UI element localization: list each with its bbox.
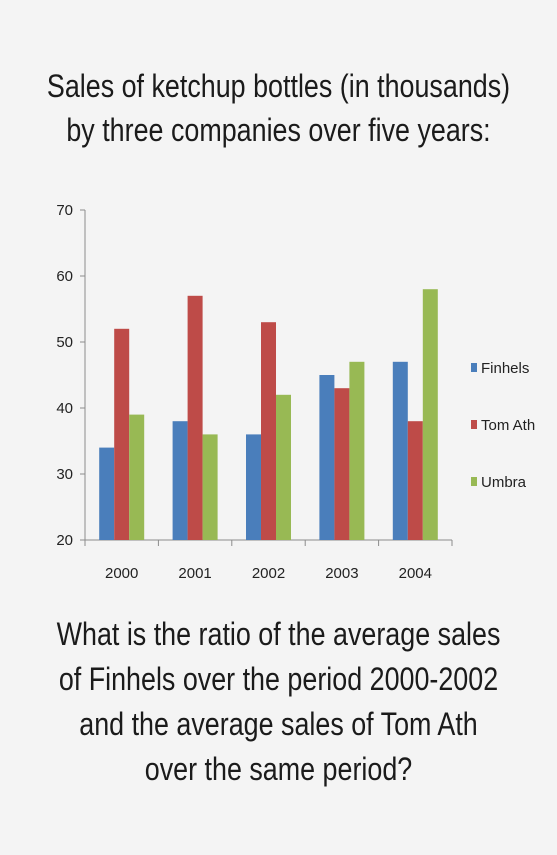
y-tick-label: 20 <box>56 532 73 549</box>
question-line-2: of Finhels over the period 2000-2002 <box>58 661 499 697</box>
x-tick-label: 2003 <box>325 565 358 582</box>
bar-tom-ath-2003 <box>334 388 350 540</box>
y-tick-label: 50 <box>56 334 73 351</box>
bar-tom-ath-2001 <box>187 295 203 540</box>
x-tick-label: 2004 <box>399 565 432 582</box>
bar-umbra-2002 <box>276 394 291 540</box>
x-tick-label: 2002 <box>252 565 285 582</box>
bar-finhels-2001 <box>172 421 188 540</box>
y-tick-label: 30 <box>56 466 73 483</box>
question-line-4: over the same period? <box>144 751 413 787</box>
x-tick-label: 2000 <box>105 565 138 582</box>
chart-title-line-2: by three companies over five years: <box>66 112 491 148</box>
legend-label-tom-ath: Tom Ath <box>481 417 535 434</box>
bar-finhels-2002 <box>246 434 261 540</box>
question-line-1: What is the ratio of the average sales <box>56 616 501 652</box>
legend-label-umbra: Umbra <box>481 474 527 491</box>
x-tick-label: 2001 <box>178 565 211 582</box>
bar-finhels-2003 <box>319 375 335 540</box>
bar-finhels-2000 <box>99 447 115 540</box>
bar-umbra-2001 <box>202 434 218 540</box>
bar-umbra-2000 <box>129 414 145 540</box>
y-tick-label: 60 <box>56 268 73 285</box>
chart-title: Sales of ketchup bottles (in thousands) … <box>45 64 513 152</box>
legend-swatch-umbra <box>471 477 477 486</box>
bar-umbra-2003 <box>349 361 365 540</box>
legend-swatch-tom-ath <box>471 420 477 429</box>
bar-umbra-2004 <box>422 289 438 540</box>
question-line-3: and the average sales of Tom Ath <box>79 706 478 742</box>
question-text: What is the ratio of the average sales o… <box>45 612 513 792</box>
bar-tom-ath-2002 <box>261 322 276 540</box>
y-tick-label: 40 <box>56 400 73 417</box>
bar-tom-ath-2004 <box>407 421 423 540</box>
legend-swatch-finhels <box>471 363 477 372</box>
chart-title-line-1: Sales of ketchup bottles (in thousands) <box>46 68 511 104</box>
bar-finhels-2004 <box>392 361 408 540</box>
legend-label-finhels: Finhels <box>481 360 529 377</box>
bar-tom-ath-2000 <box>114 328 130 540</box>
bar-chart: 20 30 40 50 60 70 2000 2001 2002 2003 2004 Finhels T… <box>56 202 535 582</box>
y-tick-label: 70 <box>56 202 73 219</box>
